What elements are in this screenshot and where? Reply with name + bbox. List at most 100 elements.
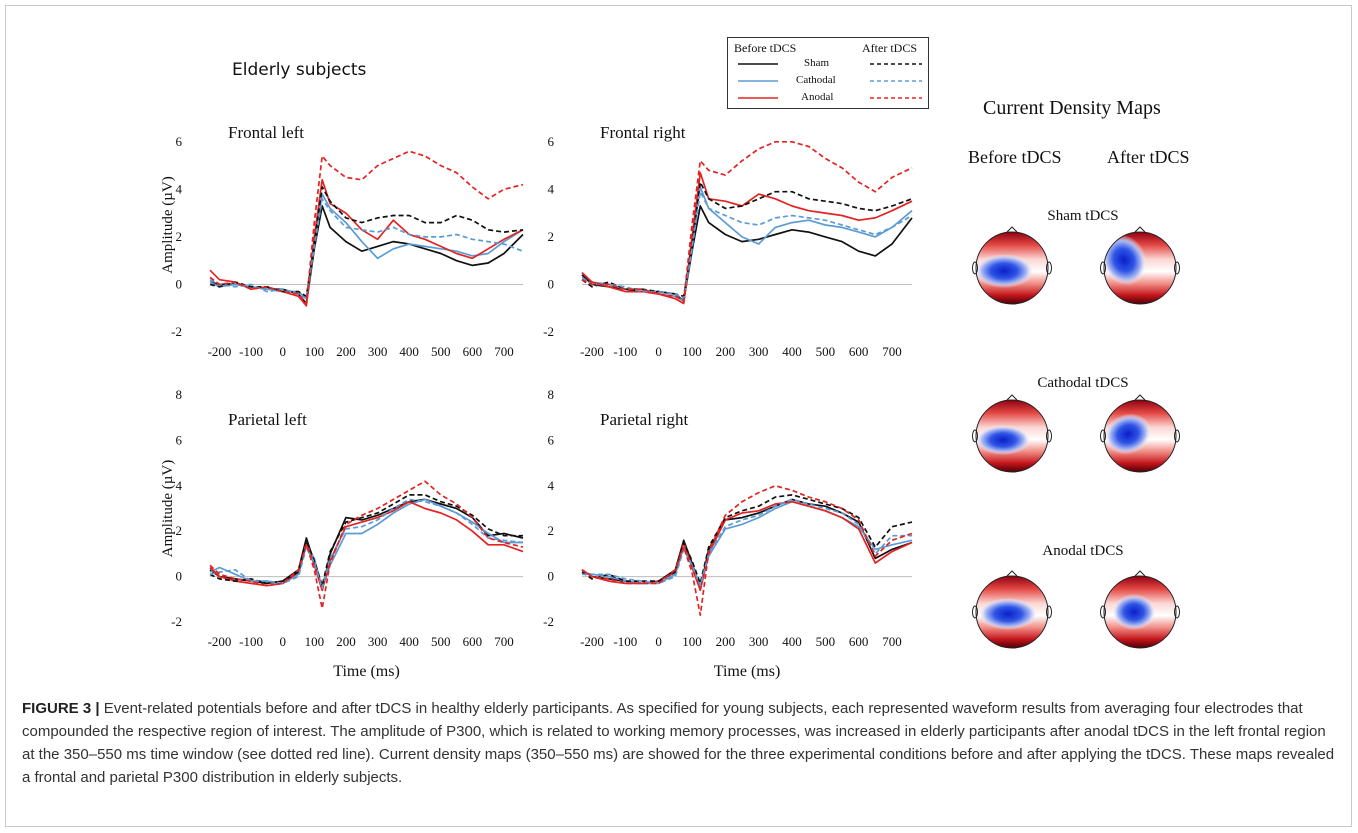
series-line-sham-after (209, 186, 524, 298)
x-tick-label: 600 (463, 634, 483, 649)
series-line-cathodal-before (209, 498, 523, 589)
x-tick-label: 300 (749, 344, 769, 359)
x-tick-label: 400 (782, 344, 802, 359)
x-tick-label: -200 (580, 344, 604, 359)
y-tick-label: 4 (176, 478, 183, 493)
x-tick-label: 700 (494, 344, 514, 359)
series-line-sham-after (581, 494, 913, 585)
x-tick-label: 300 (368, 634, 388, 649)
x-tick-label: 200 (716, 344, 736, 359)
x-tick-label: -100 (239, 344, 263, 359)
y-tick-label: 4 (548, 478, 555, 493)
y-tick-label: 8 (176, 387, 183, 402)
y-tick-label: 0 (548, 276, 555, 291)
panel-title: Parietal left (228, 410, 307, 429)
figure-subtitle: Elderly subjects (232, 60, 367, 80)
series-line-cathodal-after (209, 197, 524, 300)
series-line-sham-before (209, 498, 524, 592)
legend-anodal-label: Anodal (801, 91, 834, 103)
x-tick-label: 600 (849, 634, 869, 649)
panel-title: Parietal right (600, 410, 689, 429)
x-tick-label: 200 (336, 634, 356, 649)
x-tick-label: 100 (305, 634, 325, 649)
series-line-cathodal-after (582, 498, 912, 587)
series-line-cathodal-before (581, 500, 913, 587)
x-axis-label: Time (ms) (333, 663, 400, 680)
x-tick-label: 200 (716, 634, 736, 649)
figure-caption: FIGURE 3 | Event-related potentials befo… (22, 697, 1342, 789)
x-tick-label: -200 (208, 634, 232, 649)
x-tick-label: 400 (399, 344, 419, 359)
x-tick-label: -200 (580, 634, 604, 649)
caption-label: FIGURE 3 | (22, 700, 100, 717)
x-tick-label: 0 (655, 344, 662, 359)
legend-after-heading: After tDCS (862, 41, 917, 55)
x-axis-label: Time (ms) (714, 663, 781, 680)
cdm-cathodal-label: Cathodal tDCS (1037, 375, 1129, 391)
x-tick-label: -200 (208, 344, 232, 359)
series-line-anodal-after (209, 480, 524, 610)
y-tick-label: 2 (176, 229, 183, 244)
x-tick-label: 100 (305, 344, 325, 359)
series-line-anodal-before (581, 171, 913, 305)
x-tick-label: 0 (279, 634, 286, 649)
cdm-sham-label: Sham tDCS (1047, 208, 1119, 224)
x-tick-label: -100 (613, 634, 637, 649)
series-line-sham-after (209, 494, 523, 587)
x-tick-label: 600 (849, 344, 869, 359)
y-tick-label: 6 (176, 432, 183, 447)
x-tick-label: 100 (682, 634, 702, 649)
x-tick-label: 700 (494, 634, 514, 649)
x-tick-label: 0 (655, 634, 662, 649)
series-line-anodal-after (209, 150, 524, 305)
y-tick-label: 8 (548, 387, 555, 402)
y-axis-label: Amplitude (µV) (160, 176, 176, 273)
x-tick-label: -100 (613, 344, 637, 359)
series-line-cathodal-after (581, 190, 913, 300)
cdm-heading: Current Density Maps (983, 97, 1161, 119)
x-tick-label: -100 (239, 634, 263, 649)
y-tick-label: 2 (548, 229, 555, 244)
x-tick-label: 200 (336, 344, 356, 359)
legend: Before tDCS After tDCS Sham Cathodal Ano… (727, 37, 929, 109)
legend-before-heading: Before tDCS (734, 41, 797, 55)
x-tick-label: 500 (816, 634, 836, 649)
x-tick-label: 100 (682, 344, 702, 359)
x-tick-label: 300 (749, 634, 769, 649)
x-tick-label: 500 (431, 634, 451, 649)
y-tick-label: 4 (548, 181, 555, 196)
series-line-anodal-after (581, 140, 913, 302)
x-tick-label: 400 (399, 634, 419, 649)
caption-text: Event-related potentials before and afte… (22, 700, 1335, 786)
y-tick-label: 0 (176, 569, 183, 584)
legend-swatches (738, 63, 922, 99)
panel-title: Frontal right (600, 123, 686, 142)
x-tick-label: 600 (463, 344, 483, 359)
y-tick-label: -2 (171, 614, 182, 629)
y-tick-label: 0 (176, 276, 183, 291)
y-tick-label: -2 (543, 324, 554, 339)
y-tick-label: 6 (548, 432, 555, 447)
legend-cathodal-label: Cathodal (796, 74, 836, 86)
series-line-anodal-before (209, 178, 524, 307)
cdm-anodal-label: Anodal tDCS (1042, 543, 1124, 559)
legend-sham-label: Sham (804, 57, 830, 69)
x-tick-label: 300 (368, 344, 388, 359)
x-tick-label: 500 (431, 344, 451, 359)
series-line-anodal-after (581, 484, 913, 617)
y-tick-label: 2 (176, 523, 183, 538)
panel-title: Frontal left (228, 123, 304, 142)
y-tick-label: 6 (176, 134, 183, 149)
cdm-before-heading: Before tDCS (968, 147, 1062, 167)
y-tick-label: 6 (548, 134, 555, 149)
y-axis-label: Amplitude (µV) (160, 460, 176, 557)
x-tick-label: 700 (882, 344, 902, 359)
series-line-cathodal-before (209, 193, 524, 300)
y-tick-label: 0 (548, 569, 555, 584)
y-tick-label: -2 (171, 324, 182, 339)
x-tick-label: 0 (279, 344, 286, 359)
cdm-after-heading: After tDCS (1107, 147, 1190, 167)
y-tick-label: 4 (176, 181, 183, 196)
figure-frame (5, 5, 1352, 827)
